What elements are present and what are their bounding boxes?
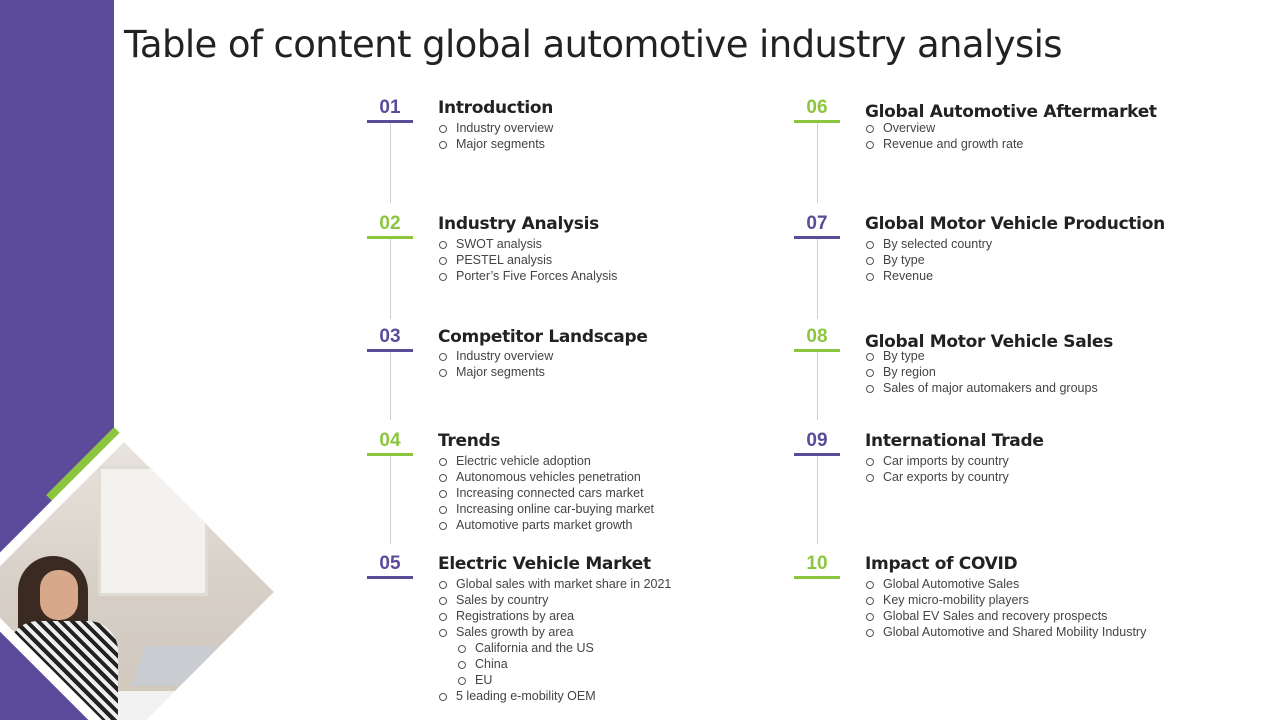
timeline-connector: [817, 456, 818, 544]
list-item: Global EV Sales and recovery prospects: [865, 608, 1146, 624]
toc-heading: Global Motor Vehicle Production: [865, 214, 1165, 234]
number-underline: [794, 453, 840, 456]
number-underline: [794, 236, 840, 239]
list-item: 5 leading e-mobility OEM: [438, 688, 671, 704]
list-item: Overview: [865, 120, 1023, 136]
toc-number: 09: [806, 430, 828, 451]
timeline-connector: [390, 123, 391, 203]
toc-heading: Global Automotive Aftermarket: [865, 102, 1157, 122]
photo-window: [98, 466, 208, 596]
list-item: Key micro-mobility players: [865, 592, 1146, 608]
list-item: Industry overview: [438, 120, 553, 136]
toc-bullets: By selected country By type Revenue: [865, 236, 992, 284]
list-item: By region: [865, 364, 1098, 380]
number-underline: [367, 453, 413, 456]
list-item: China: [438, 656, 671, 672]
list-item: Industry overview: [438, 348, 553, 364]
list-item: Car exports by country: [865, 469, 1009, 485]
toc-bullets: Overview Revenue and growth rate: [865, 120, 1023, 152]
timeline-connector: [390, 456, 391, 544]
list-item: By type: [865, 252, 992, 268]
list-item: California and the US: [438, 640, 671, 656]
toc-number: 08: [806, 326, 828, 347]
toc-number: 06: [806, 97, 828, 118]
number-underline: [794, 576, 840, 579]
list-item: EU: [438, 672, 671, 688]
number-underline: [367, 120, 413, 123]
toc-bullets: Car imports by country Car exports by co…: [865, 453, 1009, 485]
toc-heading: Global Motor Vehicle Sales: [865, 332, 1113, 352]
toc-bullets: Global Automotive Sales Key micro-mobili…: [865, 576, 1146, 640]
number-underline: [367, 236, 413, 239]
list-item: Major segments: [438, 364, 553, 380]
list-item: Sales by country: [438, 592, 671, 608]
list-item: Revenue: [865, 268, 992, 284]
list-item: Registrations by area: [438, 608, 671, 624]
toc-bullets: Industry overview Major segments: [438, 348, 553, 380]
sidebar-vertical-title: Table of Contents: [111, 95, 208, 395]
toc-number: 05: [379, 553, 401, 574]
list-item: Sales of major automakers and groups: [865, 380, 1098, 396]
list-item: Major segments: [438, 136, 553, 152]
timeline-connector: [817, 239, 818, 319]
sidebar-title-line-1: Table of: [111, 95, 162, 266]
toc-heading: Impact of COVID: [865, 554, 1018, 574]
list-item: Global Automotive Sales: [865, 576, 1146, 592]
list-item: Increasing online car-buying market: [438, 501, 654, 517]
photo-face: [40, 570, 79, 620]
toc-number: 03: [379, 326, 401, 347]
timeline-connector: [390, 352, 391, 420]
sidebar-title-line-2: Contents: [157, 95, 208, 293]
number-underline: [367, 349, 413, 352]
toc-number: 02: [379, 213, 401, 234]
list-item: SWOT analysis: [438, 236, 617, 252]
timeline-connector: [390, 239, 391, 319]
page-title: Table of content global automotive indus…: [124, 23, 1063, 66]
toc-heading: Electric Vehicle Market: [438, 554, 651, 574]
list-item: Car imports by country: [865, 453, 1009, 469]
number-underline: [794, 120, 840, 123]
number-underline: [367, 576, 413, 579]
toc-heading: Competitor Landscape: [438, 327, 648, 347]
list-item: Automotive parts market growth: [438, 517, 654, 533]
number-underline: [794, 349, 840, 352]
list-item: Global Automotive and Shared Mobility In…: [865, 624, 1146, 640]
toc-bullets: Electric vehicle adoption Autonomous veh…: [438, 453, 654, 533]
toc-bullets: By type By region Sales of major automak…: [865, 348, 1098, 396]
list-item: By type: [865, 348, 1098, 364]
toc-number: 10: [806, 553, 828, 574]
list-item: Sales growth by area: [438, 624, 671, 640]
list-item: Revenue and growth rate: [865, 136, 1023, 152]
toc-number: 07: [806, 213, 828, 234]
list-item: PESTEL analysis: [438, 252, 617, 268]
toc-bullets: Industry overview Major segments: [438, 120, 553, 152]
toc-number: 01: [379, 97, 401, 118]
toc-heading: Industry Analysis: [438, 214, 599, 234]
list-item: Porter’s Five Forces Analysis: [438, 268, 617, 284]
list-item: Electric vehicle adoption: [438, 453, 654, 469]
toc-number: 04: [379, 430, 401, 451]
list-item: By selected country: [865, 236, 992, 252]
timeline-connector: [817, 352, 818, 420]
timeline-connector: [817, 123, 818, 203]
toc-bullets: SWOT analysis PESTEL analysis Porter’s F…: [438, 236, 617, 284]
list-item: Autonomous vehicles penetration: [438, 469, 654, 485]
list-item: Global sales with market share in 2021: [438, 576, 671, 592]
toc-heading: International Trade: [865, 431, 1044, 451]
list-item: Increasing connected cars market: [438, 485, 654, 501]
toc-heading: Introduction: [438, 98, 554, 118]
toc-bullets: Global sales with market share in 2021 S…: [438, 576, 671, 704]
toc-heading: Trends: [438, 431, 501, 451]
